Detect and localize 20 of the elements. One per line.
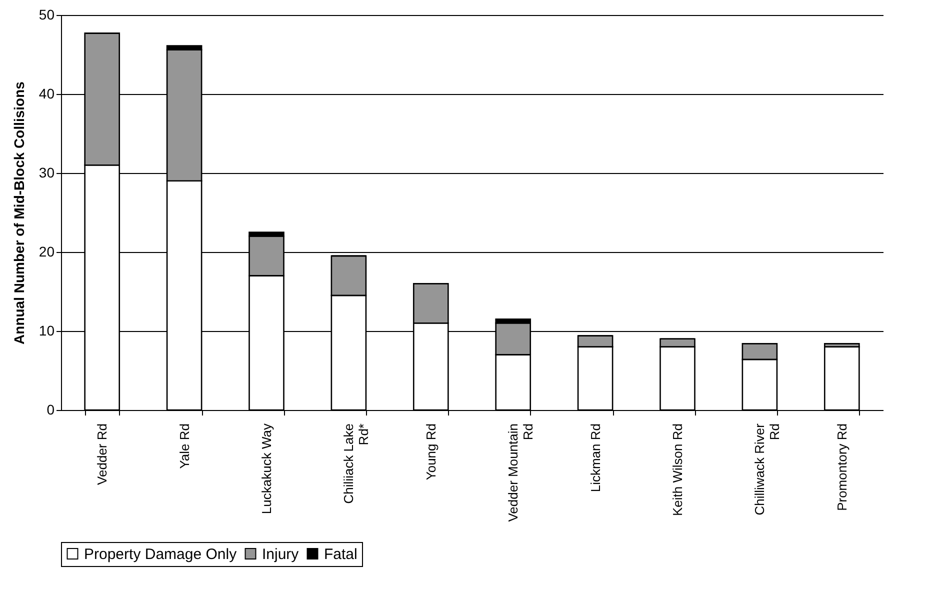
y-tick-label: 0	[46, 402, 55, 418]
x-tick-label: Promontory Rd	[834, 424, 850, 511]
x-tick-label: Yale Rd	[176, 424, 192, 469]
y-axis-title: Annual Number of Mid-Block Collisions	[10, 81, 27, 344]
x-tick-label: Young Rd	[423, 424, 438, 480]
x-tick-label: Chiliiack Lake Rd*	[341, 424, 372, 504]
y-tick-label: 40	[38, 86, 55, 102]
y-tick-label: 20	[38, 244, 55, 260]
legend-label: Injury	[262, 546, 300, 563]
x-tick-label: Vedder Rd	[94, 424, 110, 485]
legend-label: Property Damage Only	[84, 546, 238, 563]
x-tick-label: Keith Wilson Rd	[670, 424, 685, 516]
x-tick-label: Vedder Mountain Rd	[506, 424, 536, 522]
y-tick-label: 50	[38, 6, 55, 22]
x-tick-label: Luckakuck Way	[259, 423, 274, 514]
y-tick-label: 30	[38, 164, 55, 180]
x-tick-label: Lickman Rd	[588, 424, 603, 492]
legend-label: Fatal	[324, 546, 358, 563]
x-tick-label: Chilliwack River Rd	[752, 422, 782, 516]
y-tick-label: 10	[38, 322, 55, 338]
